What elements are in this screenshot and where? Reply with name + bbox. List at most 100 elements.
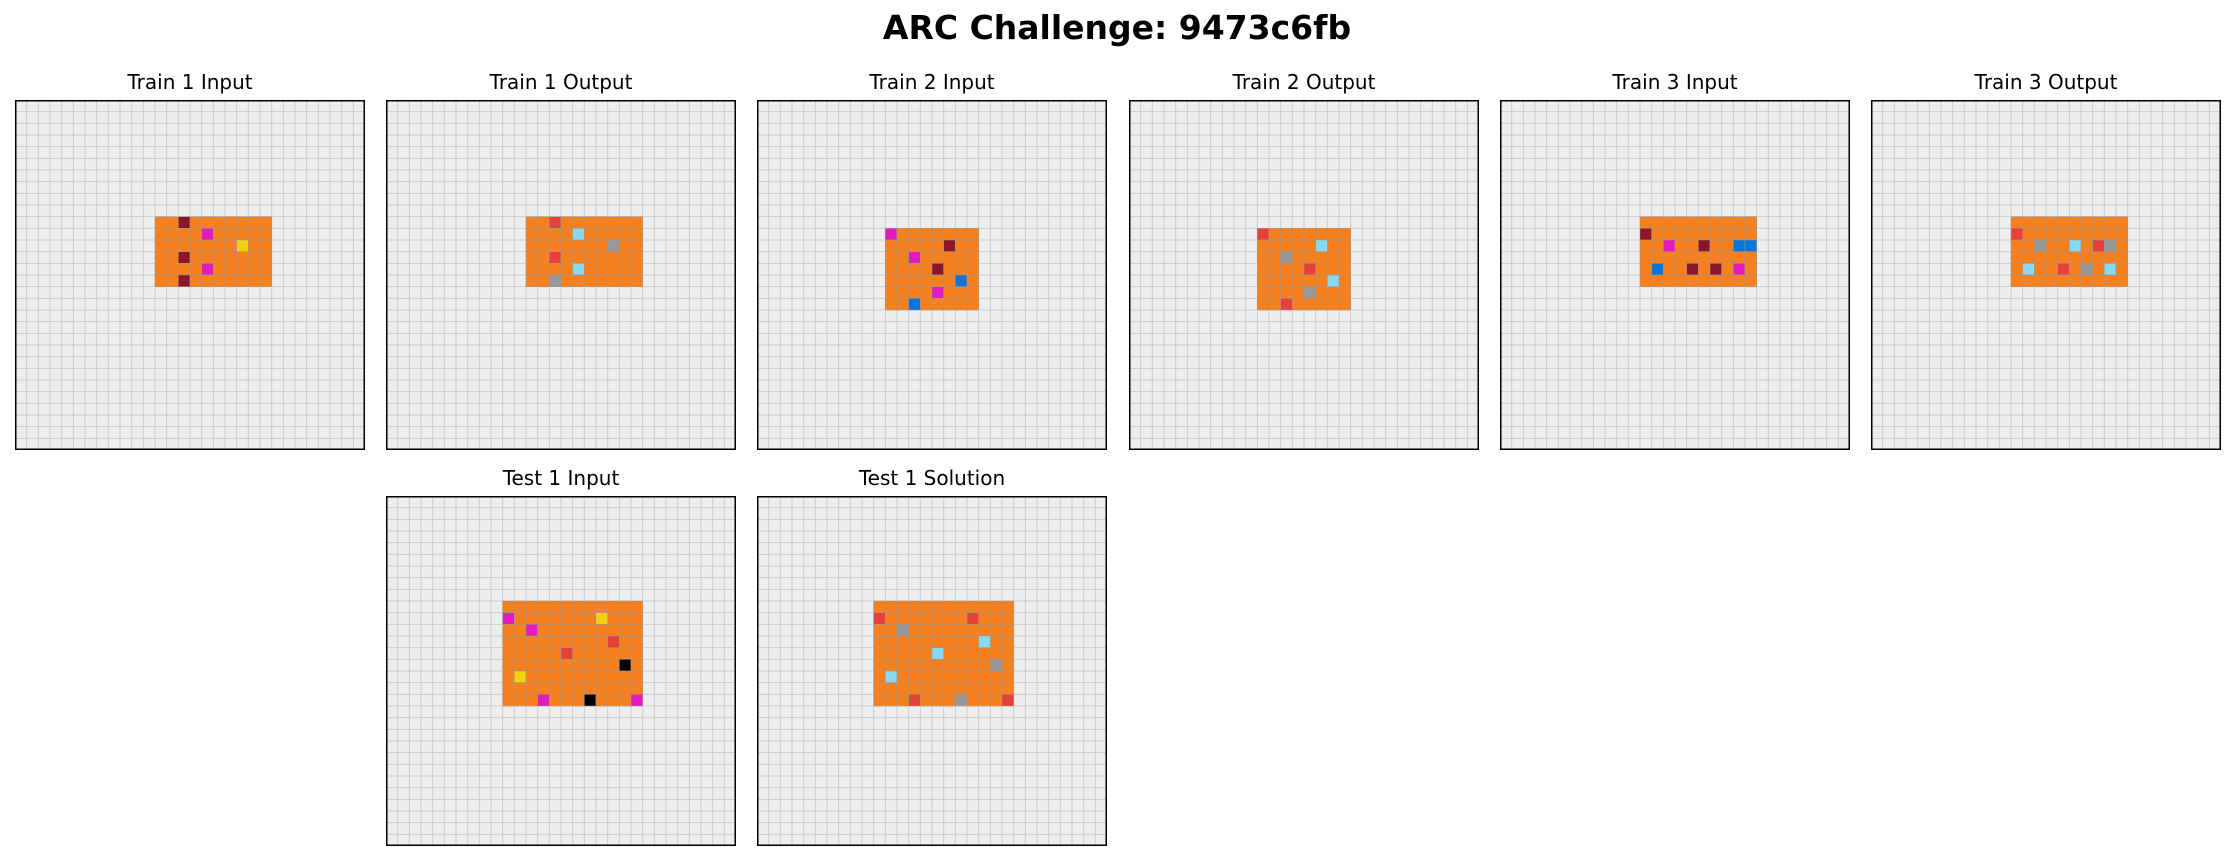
grid-cell	[1303, 263, 1316, 276]
grid-cell	[2104, 274, 2117, 287]
grid-cell	[1280, 228, 1293, 241]
grid-cell	[1292, 251, 1305, 264]
grid-cell	[943, 239, 956, 252]
grid-cell	[1303, 298, 1316, 311]
grid-cell	[943, 612, 956, 625]
grid-cell	[1698, 251, 1711, 264]
grid-cell	[943, 600, 956, 613]
grid-cell	[896, 694, 909, 707]
grid-cell	[584, 239, 597, 252]
grid-cell	[1292, 274, 1305, 287]
grid-cell	[560, 694, 573, 707]
grid-cell	[1001, 600, 1014, 613]
grid-cell	[525, 670, 538, 683]
grid-cell	[525, 600, 538, 613]
panel-title-train-1-input: Train 1 Input	[127, 70, 253, 94]
grid-cell	[236, 239, 249, 252]
grid-cell	[236, 251, 249, 264]
grid-cell	[572, 670, 585, 683]
grid-cell	[537, 600, 550, 613]
grid-cell	[1268, 263, 1281, 276]
grid-cell	[584, 694, 597, 707]
grid-cell	[572, 216, 585, 229]
grid-cell	[943, 659, 956, 672]
grid-lines	[386, 496, 736, 846]
grid-cell	[584, 263, 597, 276]
grid-cell	[896, 600, 909, 613]
grid-cell	[607, 659, 620, 672]
grid-cell	[1639, 251, 1652, 264]
grid-cell	[978, 635, 991, 648]
grid-cell	[2034, 263, 2047, 276]
grid-cell	[955, 263, 968, 276]
grid-cell	[943, 624, 956, 637]
grid-cell	[1651, 239, 1664, 252]
grid-cell	[1639, 263, 1652, 276]
grid-cell	[931, 670, 944, 683]
grid-cell	[560, 216, 573, 229]
grid-cell	[1663, 263, 1676, 276]
grid-cell	[873, 682, 886, 695]
grid-cell	[1257, 239, 1270, 252]
grid-cell	[1001, 682, 1014, 695]
grid-cell	[1327, 263, 1340, 276]
grid-cell	[1303, 286, 1316, 299]
grid-cell	[1257, 286, 1270, 299]
grid-cell	[966, 298, 979, 311]
grid-cell	[2115, 274, 2128, 287]
grid-cell	[502, 624, 515, 637]
grid-cell	[2034, 274, 2047, 287]
grid-cell	[920, 228, 933, 241]
grid-cell	[502, 682, 515, 695]
grid-cell	[502, 600, 515, 613]
grid-cell	[619, 239, 632, 252]
grid-cell	[1338, 239, 1351, 252]
grid-cell	[978, 694, 991, 707]
grid-border	[757, 496, 1107, 846]
grid-cell	[213, 274, 226, 287]
grid-test-1-input	[386, 496, 736, 846]
grid-cell	[525, 635, 538, 648]
grid-cell	[259, 216, 272, 229]
grid-cell	[201, 263, 214, 276]
grid-cell	[1001, 612, 1014, 625]
grid-cell	[966, 286, 979, 299]
grid-cell	[873, 659, 886, 672]
grid-cell	[2115, 263, 2128, 276]
grid-cell	[607, 228, 620, 241]
grid-cell	[1733, 263, 1746, 276]
grid-cell	[2022, 228, 2035, 241]
grid-cell	[2022, 251, 2035, 264]
grid-cell	[931, 635, 944, 648]
grid-cell	[1327, 239, 1340, 252]
grid-cell	[537, 635, 550, 648]
grid-cell	[630, 624, 643, 637]
grid-cell	[1292, 286, 1305, 299]
grid-cell	[224, 274, 237, 287]
grid-cell	[943, 694, 956, 707]
grid-cell	[1744, 274, 1757, 287]
grid-cell	[1280, 274, 1293, 287]
grid-cell	[931, 239, 944, 252]
grid-cell	[514, 694, 527, 707]
grid-cell	[572, 274, 585, 287]
grid-cell	[990, 659, 1003, 672]
grid-cell	[931, 694, 944, 707]
grid-cell	[1733, 228, 1746, 241]
grid-cell	[154, 228, 167, 241]
grid-cell	[885, 274, 898, 287]
grid-cell	[514, 600, 527, 613]
grid-cell	[607, 635, 620, 648]
grid-cell	[1698, 263, 1711, 276]
grid-cell	[908, 600, 921, 613]
panel-title-train-2-input: Train 2 Input	[869, 70, 995, 94]
grid-cell	[549, 263, 562, 276]
grid-border	[1871, 100, 2221, 450]
grid-cell	[943, 274, 956, 287]
grid-cell	[525, 694, 538, 707]
grid-cell	[166, 228, 179, 241]
grid-cell	[619, 216, 632, 229]
grid-cell	[572, 239, 585, 252]
grid-cell	[896, 659, 909, 672]
grid-cell	[1651, 216, 1664, 229]
